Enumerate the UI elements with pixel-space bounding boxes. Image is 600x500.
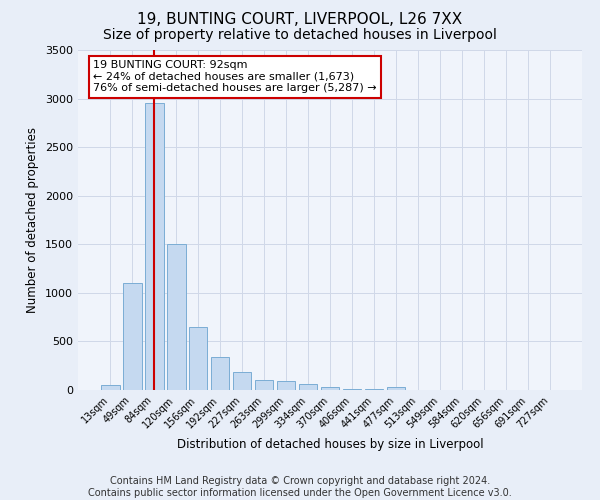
X-axis label: Distribution of detached houses by size in Liverpool: Distribution of detached houses by size … [176,438,484,451]
Text: Contains HM Land Registry data © Crown copyright and database right 2024.
Contai: Contains HM Land Registry data © Crown c… [88,476,512,498]
Text: Size of property relative to detached houses in Liverpool: Size of property relative to detached ho… [103,28,497,42]
Bar [211,357,229,390]
Bar [123,283,142,390]
Text: 19 BUNTING COURT: 92sqm
← 24% of detached houses are smaller (1,673)
76% of semi: 19 BUNTING COURT: 92sqm ← 24% of detache… [93,60,377,94]
Bar [101,384,119,390]
Bar [233,372,251,390]
Bar [189,327,208,390]
Bar [299,384,317,390]
Bar [255,380,274,390]
Bar [145,104,164,390]
Bar [365,389,383,390]
Bar [277,382,295,390]
Bar [167,244,185,390]
Y-axis label: Number of detached properties: Number of detached properties [26,127,40,313]
Bar [343,388,361,390]
Bar [386,388,405,390]
Text: 19, BUNTING COURT, LIVERPOOL, L26 7XX: 19, BUNTING COURT, LIVERPOOL, L26 7XX [137,12,463,28]
Bar [320,387,340,390]
